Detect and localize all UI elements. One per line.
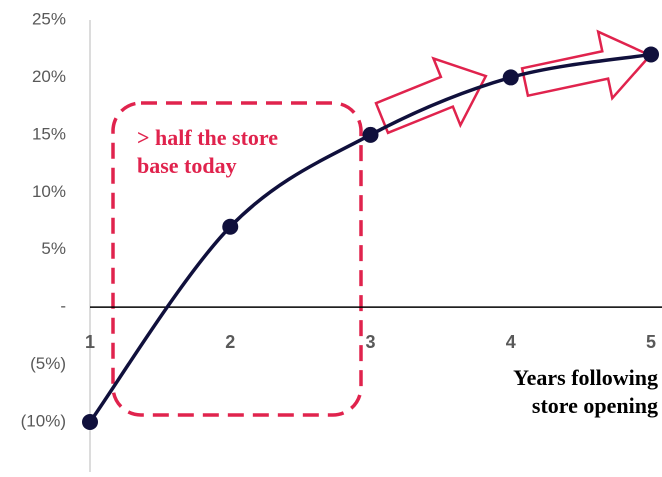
y-tick-label: 10% — [32, 182, 66, 201]
arrow — [374, 56, 488, 135]
x-tick-label: 1 — [85, 332, 95, 352]
x-tick-label: 4 — [506, 332, 516, 352]
y-tick-label: 25% — [32, 9, 66, 28]
data-point — [502, 69, 519, 86]
x-tick-label: 5 — [646, 332, 656, 352]
y-tick-label: (5%) — [30, 354, 66, 373]
data-point — [82, 414, 98, 430]
x-axis-label: Years following — [513, 365, 658, 390]
series-line — [88, 52, 652, 424]
y-tick-label: (10%) — [21, 411, 66, 430]
x-axis-label: store opening — [532, 393, 658, 418]
data-point — [643, 46, 659, 63]
annotation: > half the store — [137, 125, 278, 150]
highlight-box — [111, 101, 363, 417]
arrows — [374, 29, 653, 135]
y-tick-label: 15% — [32, 124, 66, 143]
annotation: base today — [137, 153, 237, 178]
x-tick-label: 3 — [365, 332, 375, 352]
data-point — [222, 218, 239, 235]
y-tick-label: 5% — [41, 239, 66, 258]
y-tick-label: 20% — [32, 67, 66, 86]
data-point — [362, 126, 379, 143]
x-tick-label: 2 — [225, 332, 235, 352]
y-tick-label: - — [60, 297, 66, 316]
arrow — [520, 29, 653, 101]
